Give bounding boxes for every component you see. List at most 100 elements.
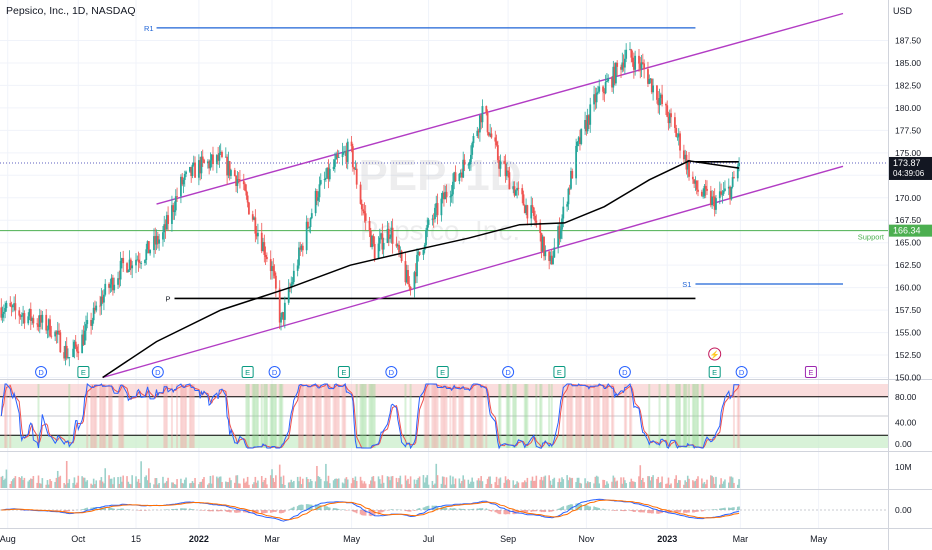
earnings-marker[interactable]: E [337,366,350,378]
candle [462,159,465,178]
volume-bar [302,478,304,488]
macd-histogram-bar [666,510,669,514]
dividend-marker[interactable]: D [151,366,164,378]
macd-pane[interactable] [0,498,888,522]
stochastic-pane[interactable] [0,383,888,450]
volume-bar [490,483,493,488]
candle [197,160,200,178]
volume-bar [631,481,634,488]
earnings-marker[interactable]: E [553,366,566,378]
earnings-marker[interactable]: E [241,366,254,378]
candle [416,254,418,277]
macd-histogram-bar [570,504,572,510]
dividend-marker[interactable]: D [268,366,281,378]
macd-histogram-bar [390,509,393,510]
macd-histogram-bar [685,510,688,513]
earnings-marker[interactable]: E [77,366,90,378]
candle [507,170,510,173]
macd-histogram-bar [182,508,185,510]
stoch-highlight [164,384,167,448]
candle [215,155,218,165]
volume-bar [461,480,463,488]
stoch-highlight [525,384,528,448]
stoch-highlight [607,384,610,448]
candle [31,318,33,321]
candle [426,224,429,231]
candle [432,218,435,220]
macd-histogram-bar [239,510,241,513]
volume-bar [423,482,426,488]
volume-bar [557,482,559,488]
candle [720,191,723,195]
dividend-marker[interactable]: D [735,366,748,378]
time-axis[interactable]: Aug Oct 15 2022 Mar May Jul Sep Nov 2023 Mar May [0,534,828,544]
candle [686,160,689,170]
volume-bar [153,484,155,488]
macd-histogram-bar [733,507,735,510]
candle [191,164,194,177]
candle [631,57,634,63]
overbought-band [0,384,888,397]
volume-bar [377,476,380,488]
volume-bar [458,478,461,488]
macd-histogram-bar [207,510,209,511]
candle [468,161,471,165]
candle [127,270,130,273]
macd-histogram-bar [302,504,304,510]
dividend-icon [268,366,281,378]
macd-histogram-bar [458,508,461,510]
macd-histogram-bar [122,508,124,510]
volume-bar [36,482,39,488]
time-tick-label: 2023 [657,534,677,544]
macd-histogram-bar [264,510,267,514]
volume-bar [692,480,694,488]
volume-pane[interactable] [0,461,740,488]
volume-bar [701,478,703,488]
stoch-highlight [188,384,191,448]
candle [344,151,347,153]
candle [108,283,110,288]
candle [611,78,613,88]
volume-bar [571,477,574,488]
candle [201,156,204,160]
stoch-highlight [578,384,581,448]
earnings-label: E [440,368,445,377]
stoch-highlight [697,384,700,448]
macd-histogram-bar [117,508,119,510]
candle [129,259,132,269]
candle [363,211,366,214]
macd-histogram-bar [736,506,739,510]
volume-bar [198,484,200,488]
volume-bar [368,484,371,488]
macd-histogram-bar [499,510,502,515]
macd-histogram-bar [172,509,175,510]
dividend-marker[interactable]: D [35,366,48,378]
stoch-highlight [185,384,188,448]
macd-histogram-bar [345,510,348,511]
volume-bar [730,476,733,488]
dividend-marker[interactable]: D [385,366,398,378]
split-marker[interactable]: ⚡ [708,347,722,361]
stoch-highlight [92,384,95,448]
event-markers[interactable]: D E D E D E D E D E D E D E ⚡ [35,347,817,378]
macd-histogram-bar [629,510,631,511]
earnings-marker[interactable]: E [436,366,449,378]
macd-histogram-bar [255,510,258,514]
candle [400,250,403,262]
macd-histogram-bar [278,510,281,514]
dividend-marker[interactable]: D [502,366,515,378]
candle [679,133,681,151]
stoch-highlight [278,384,281,448]
candle [2,311,5,314]
dividend-marker[interactable]: D [618,366,631,378]
earnings-label: E [557,368,562,377]
main-pane[interactable]: Pepsico, Inc., 1D, NASDAQ PEP, 1D Pepsic… [0,5,888,379]
candle [224,156,227,158]
earnings-marker[interactable]: E [708,366,721,378]
candle [0,307,3,318]
earnings-marker[interactable]: E [804,366,817,378]
stoch-highlight [260,384,263,448]
volume-bar [459,483,462,488]
stoch-highlight [478,384,481,448]
